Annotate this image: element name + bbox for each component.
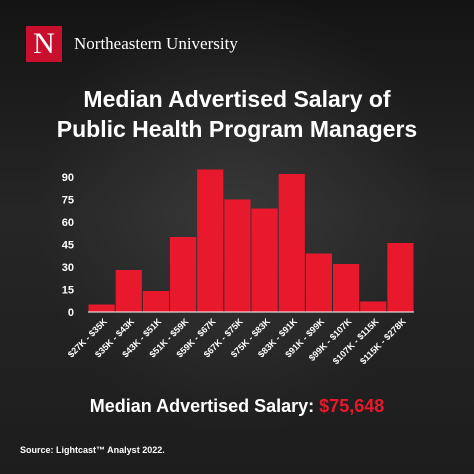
chart-title: Median Advertised Salary of Public Healt… — [0, 84, 474, 144]
median-value: $75,648 — [319, 396, 385, 416]
median-salary: Median Advertised Salary: $75,648 — [0, 396, 474, 417]
median-label: Median Advertised Salary: — [89, 396, 315, 416]
bar-10 — [360, 301, 387, 312]
y-tick-label-5: 75 — [62, 195, 74, 207]
y-tick-label-2: 30 — [62, 262, 74, 274]
header: N Northeastern University — [26, 26, 238, 62]
y-tick-label-3: 45 — [62, 240, 74, 252]
bar-11 — [387, 243, 414, 312]
bar-1 — [115, 270, 142, 312]
source-note: Source: Lightcast™ Analyst 2022. — [20, 445, 165, 455]
bar-7 — [278, 174, 305, 312]
bar-9 — [333, 264, 360, 312]
title-line-2: Public Health Program Managers — [56, 116, 418, 142]
title-line-1: Median Advertised Salary of — [83, 86, 391, 112]
y-tick-label-0: 0 — [68, 307, 74, 319]
bar-8 — [305, 253, 332, 312]
bar-6 — [251, 208, 278, 312]
bar-2 — [142, 291, 169, 312]
bar-4 — [197, 169, 224, 312]
bar-0 — [88, 304, 115, 312]
y-tick-label-6: 90 — [62, 172, 74, 184]
y-tick-label-4: 60 — [62, 217, 74, 229]
bar-3 — [170, 237, 197, 312]
northeastern-logo-icon: N — [26, 26, 62, 62]
brand-name: Northeastern University — [74, 34, 238, 53]
y-tick-label-1: 15 — [62, 285, 74, 297]
bar-5 — [224, 199, 251, 312]
